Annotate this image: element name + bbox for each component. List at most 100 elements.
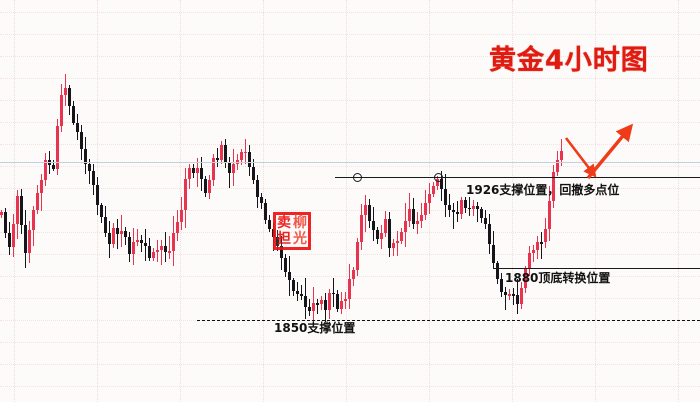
candle-body: [372, 221, 375, 230]
candle-body: [428, 194, 431, 203]
candle-body: [108, 232, 111, 244]
candle-body: [548, 201, 551, 230]
candle-body: [468, 207, 471, 210]
candle-body: [96, 184, 99, 205]
candle-body: [44, 160, 47, 180]
candle-body: [472, 206, 475, 210]
candle-body: [156, 250, 159, 253]
candle-body: [204, 178, 207, 193]
candle-body: [528, 252, 531, 269]
candle-body: [40, 179, 43, 194]
candle-body: [68, 88, 71, 106]
seal-char-2: 柳: [293, 215, 307, 231]
candle-body: [296, 290, 299, 294]
candle-wick: [217, 148, 218, 168]
candle-body: [376, 229, 379, 239]
candle-body: [504, 292, 507, 296]
candle-body: [560, 150, 563, 160]
seal-char-4: 光: [293, 231, 307, 247]
candle-body: [8, 233, 11, 247]
candle-body: [332, 292, 335, 295]
candle-body: [416, 221, 419, 225]
candle-body: [276, 237, 279, 246]
candle-body: [256, 180, 259, 197]
candle-body: [32, 210, 35, 230]
annotation-1926: 1926支撑位置，回撤多点位: [466, 183, 620, 197]
candle-wick: [317, 298, 318, 315]
candle-wick: [513, 287, 514, 305]
candle-body: [220, 145, 223, 161]
candle-body: [252, 167, 255, 181]
candle-body: [168, 251, 171, 253]
seal-char-3: 担: [277, 231, 291, 247]
seal-char-1: 卖: [277, 215, 291, 231]
chart-title: 黄金4小时图: [489, 45, 649, 76]
candle-body: [180, 209, 183, 223]
candle-body: [132, 241, 135, 255]
candle-body: [300, 293, 303, 296]
candle-body: [164, 245, 167, 252]
candle-body: [480, 209, 483, 218]
level-line-1926: [335, 177, 700, 178]
candle-body: [72, 105, 75, 123]
candle-body: [452, 210, 455, 212]
candle-body: [432, 186, 435, 195]
candle-body: [540, 242, 543, 244]
blue-level-line: [0, 162, 700, 163]
candle-body: [360, 215, 363, 242]
touch-point-1: [353, 173, 362, 182]
candle-body: [324, 300, 327, 310]
candle-body: [544, 229, 547, 243]
candle-wick: [141, 235, 142, 253]
candle-body: [388, 219, 391, 248]
candle-body: [36, 193, 39, 211]
candle-body: [352, 270, 355, 279]
candle-body: [464, 199, 467, 208]
candle-body: [400, 232, 403, 242]
candle-body: [516, 295, 519, 304]
candle-body: [476, 206, 479, 210]
candle-body: [268, 219, 271, 230]
candle-wick: [161, 239, 162, 266]
candle-body: [444, 189, 447, 205]
candle-wick: [117, 219, 118, 250]
candle-wick: [505, 286, 506, 310]
candle-body: [52, 164, 55, 169]
candle-body: [144, 243, 147, 247]
candle-body: [420, 215, 423, 222]
candle-body: [484, 217, 487, 225]
candle-body: [436, 179, 439, 187]
candle-body: [496, 262, 499, 279]
candle-wick: [333, 278, 334, 307]
candle-wick: [137, 228, 138, 247]
candle-body: [184, 179, 187, 210]
candle-wick: [469, 197, 470, 217]
candle-body: [264, 202, 267, 220]
candle-body: [140, 239, 143, 244]
candle-body: [92, 171, 95, 185]
red-seal-watermark: 卖 柳 担 光: [273, 212, 311, 250]
candle-body: [368, 205, 371, 222]
candle-body: [500, 278, 503, 293]
candle-body: [232, 164, 235, 174]
candle-wick: [457, 200, 458, 222]
candle-body: [424, 202, 427, 215]
candle-body: [0, 211, 3, 215]
candle-body: [112, 227, 115, 244]
candle-body: [304, 295, 307, 307]
candle-wick: [477, 202, 478, 223]
candle-body: [20, 195, 23, 226]
candle-body: [160, 245, 163, 251]
candle-body: [460, 199, 463, 214]
candle-body: [316, 303, 319, 305]
candle-body: [364, 205, 367, 216]
candle-wick: [533, 244, 534, 263]
candle-body: [16, 195, 19, 225]
candle-body: [200, 167, 203, 179]
candle-body: [136, 239, 139, 242]
candle-body: [172, 232, 175, 252]
candle-body: [28, 229, 31, 253]
candle-body: [536, 242, 539, 251]
candle-body: [312, 303, 315, 311]
